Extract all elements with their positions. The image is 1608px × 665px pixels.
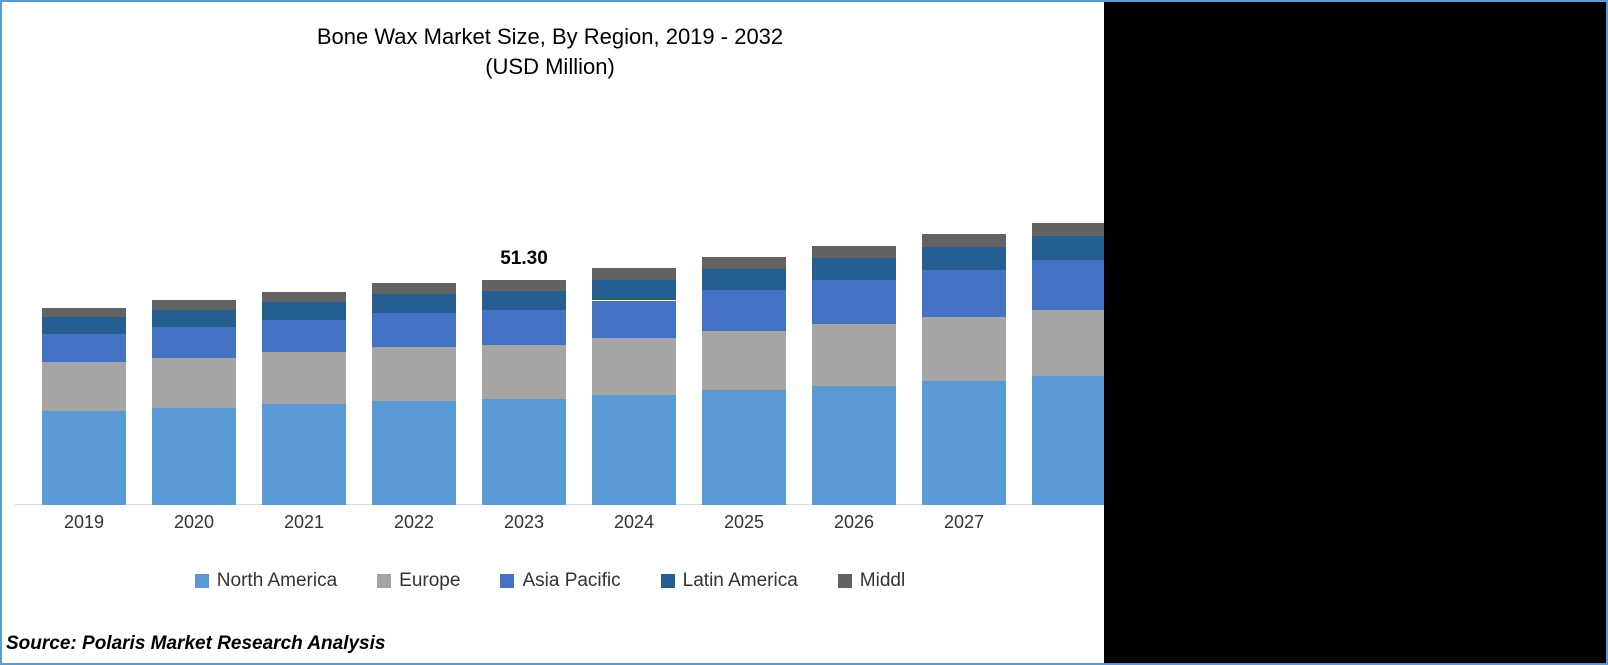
legend-item: Middl — [838, 570, 905, 592]
bar-segment — [482, 345, 566, 399]
x-axis-label: 2021 — [262, 512, 346, 533]
bar-segment — [922, 317, 1006, 381]
bar-segment — [592, 395, 676, 505]
bar-segment — [592, 301, 676, 338]
legend-swatch — [838, 574, 852, 588]
x-axis-label: 2023 — [482, 512, 566, 533]
bar-segment — [152, 327, 236, 357]
bar — [592, 268, 676, 505]
bar-segment — [42, 411, 126, 505]
bar-segment — [922, 381, 1006, 505]
black-overlay-panel — [1104, 2, 1606, 663]
chart-title-line1: Bone Wax Market Size, By Region, 2019 - … — [317, 24, 783, 49]
chart-title-line2: (USD Million) — [485, 54, 615, 79]
bar-segment — [262, 292, 346, 303]
legend-label: Middl — [860, 570, 905, 592]
x-axis-label: 2022 — [372, 512, 456, 533]
bar-segment — [372, 313, 456, 347]
source-attribution: Source: Polaris Market Research Analysis — [6, 633, 385, 655]
x-axis-label: 2020 — [152, 512, 236, 533]
bar-segment — [482, 399, 566, 505]
bar-segment — [42, 308, 126, 318]
bar-segment — [812, 258, 896, 280]
bar-segment — [482, 280, 566, 291]
bar-segment — [262, 404, 346, 505]
bar-segment — [482, 310, 566, 345]
bar — [372, 283, 456, 505]
bar — [482, 280, 566, 505]
bar — [262, 292, 346, 505]
x-axis-label: 2027 — [922, 512, 1006, 533]
legend-label: North America — [217, 570, 337, 592]
bar-segment — [262, 352, 346, 404]
x-axis-label: 2024 — [592, 512, 676, 533]
bar-data-label: 51.30 — [482, 248, 566, 270]
bar-segment — [372, 401, 456, 505]
x-axis-label: 2025 — [702, 512, 786, 533]
bar-segment — [592, 268, 676, 280]
bar — [812, 246, 896, 505]
bar-segment — [702, 390, 786, 505]
legend-item: Europe — [377, 570, 460, 592]
bar-segment — [812, 386, 896, 505]
bar-segment — [42, 317, 126, 334]
bar — [922, 234, 1006, 505]
bar-segment — [702, 331, 786, 390]
bar-segment — [152, 300, 236, 310]
bar-segment — [262, 302, 346, 320]
bar-segment — [262, 320, 346, 352]
bar-segment — [152, 310, 236, 328]
bar-segment — [702, 269, 786, 290]
legend-item: Latin America — [661, 570, 798, 592]
bar-segment — [372, 294, 456, 313]
bar — [42, 308, 126, 506]
legend-label: Latin America — [683, 570, 798, 592]
bar-segment — [372, 347, 456, 401]
chart-title: Bone Wax Market Size, By Region, 2019 - … — [0, 22, 1100, 81]
bar-segment — [702, 257, 786, 269]
bar-segment — [152, 408, 236, 505]
bar-segment — [922, 270, 1006, 317]
bar-segment — [922, 234, 1006, 247]
bar-segment — [42, 362, 126, 410]
bar-segment — [812, 324, 896, 386]
legend-label: Europe — [399, 570, 460, 592]
bar-segment — [372, 283, 456, 294]
legend-label: Asia Pacific — [522, 570, 620, 592]
x-axis-label: 2019 — [42, 512, 126, 533]
bar-segment — [152, 358, 236, 408]
bar-segment — [42, 334, 126, 363]
bar — [152, 300, 236, 505]
bar-segment — [482, 291, 566, 310]
bar — [702, 257, 786, 505]
bar-segment — [592, 338, 676, 395]
legend-item: North America — [195, 570, 337, 592]
legend-swatch — [195, 574, 209, 588]
legend-swatch — [377, 574, 391, 588]
bar-segment — [922, 247, 1006, 270]
x-axis-label: 2026 — [812, 512, 896, 533]
legend-swatch — [661, 574, 675, 588]
bar-segment — [812, 280, 896, 323]
legend: North America Europe Asia Pacific Latin Ame… — [0, 570, 1100, 594]
legend-swatch — [500, 574, 514, 588]
legend-item: Asia Pacific — [500, 570, 620, 592]
bar-segment — [592, 280, 676, 300]
bar-segment — [702, 290, 786, 330]
bar-segment — [812, 246, 896, 259]
